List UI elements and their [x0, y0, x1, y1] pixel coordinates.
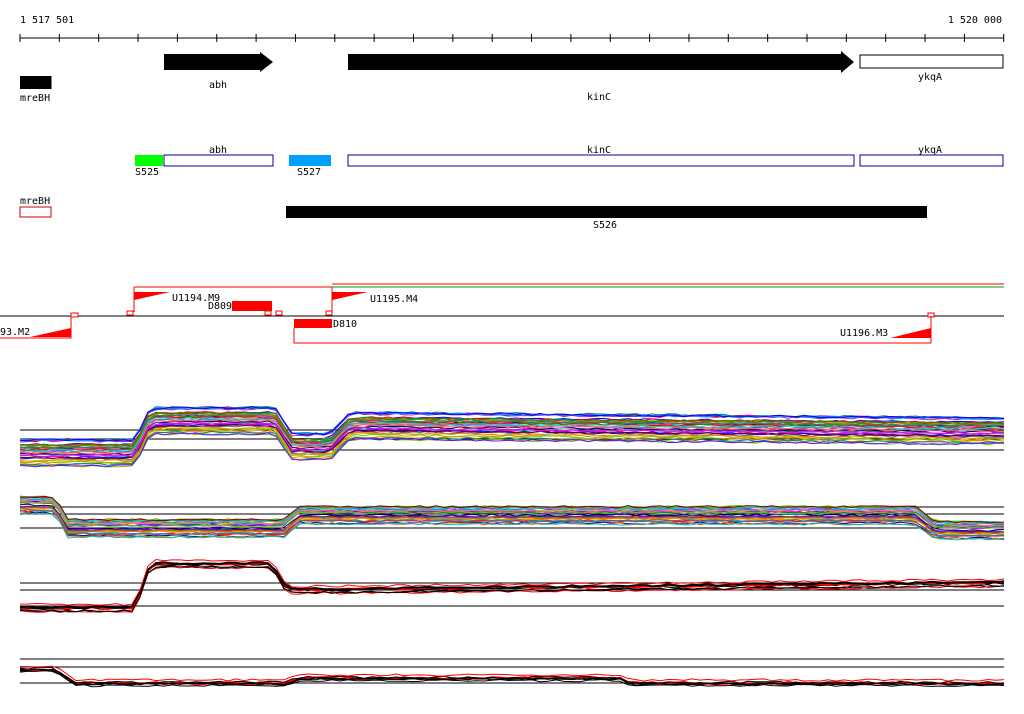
feature-U1196-label: U1196.M3 [840, 328, 888, 339]
profile-curve [19, 495, 1005, 524]
feature-D810-block[interactable] [294, 319, 332, 328]
profile-panel-1 [19, 405, 1005, 468]
ruler-end-label: 1 520 000 [948, 15, 1002, 26]
gene-ykqA-label: ykqA [918, 72, 942, 83]
segment-ykqA-box[interactable] [859, 154, 1004, 167]
profile-curve [19, 416, 1005, 452]
segment-S526-bar[interactable] [286, 206, 927, 218]
profile-curve [19, 506, 1005, 535]
profile-panel-4 [19, 658, 1005, 688]
profile-curve [19, 414, 1005, 449]
ruler-start-label: 1 517 501 [20, 15, 74, 26]
coordinate-ruler: 1 517 501 1 520 000 [19, 15, 1005, 42]
profile-curve [19, 424, 1005, 460]
segment-track: S525 abh S527 kinC ykqA mreBH S526 [19, 145, 1004, 231]
feature-D809-block[interactable] [232, 301, 272, 311]
ruler-ticks [19, 34, 1005, 42]
feature-U1195-label: U1195.M4 [370, 294, 418, 305]
feature-marker-b [126, 310, 134, 316]
panel1-profile-curves [19, 405, 1005, 468]
gene-mreBH-label: mreBH [20, 93, 50, 104]
gene-kinC-label: kinC [587, 92, 611, 103]
segment-mreBH-label: mreBH [20, 196, 50, 207]
segment-S525-block[interactable] [135, 155, 163, 166]
profile-curve [19, 507, 1005, 536]
profile-curve [19, 422, 1004, 458]
segment-S526-label: S526 [593, 220, 617, 231]
gene-kinC-arrow[interactable] [348, 51, 854, 73]
profile-curve [20, 421, 1005, 457]
profile-panel-2 [19, 495, 1005, 541]
profile-curve [19, 558, 1005, 606]
profile-curve [19, 501, 1005, 530]
profile-curve [19, 665, 1005, 682]
profile-panel-3 [19, 558, 1005, 614]
profile-curve [19, 509, 1005, 537]
profile-curve [19, 509, 1005, 538]
segment-abh-box[interactable] [163, 154, 274, 167]
gene-abh-arrow[interactable] [164, 52, 273, 72]
profile-curve [19, 425, 1005, 461]
profile-curve [19, 430, 1005, 466]
segment-ykqA-label: ykqA [918, 145, 942, 156]
segment-S525-label: S525 [135, 167, 159, 178]
profile-curve [19, 432, 1004, 468]
feature-U1196-flag[interactable] [890, 328, 931, 338]
feature-marker-e [325, 310, 333, 316]
feature-U1195-flag[interactable] [332, 292, 368, 300]
profile-curve [19, 496, 1005, 525]
gene-abh-label: abh [209, 80, 227, 91]
gene-ykqA-block[interactable] [859, 54, 1004, 69]
profile-curve [19, 565, 1005, 613]
profile-curve [19, 407, 1005, 443]
profile-curve [19, 415, 1005, 451]
profile-curve [19, 417, 1005, 453]
gene-mreBH-block[interactable] [20, 76, 51, 89]
gene-track: mreBH abh kinC ykqA [20, 51, 1004, 104]
feature-U1194-label: U1194.M9 [172, 293, 220, 304]
feature-U1193-flag[interactable] [30, 328, 71, 337]
feature-marker-c [264, 310, 272, 316]
profile-curve [19, 561, 1005, 610]
segment-mreBH-box[interactable] [19, 206, 52, 218]
profile-curve [19, 406, 1005, 442]
profile-curve [19, 411, 1005, 447]
segment-abh-label: abh [209, 145, 227, 156]
segment-kinC-box[interactable] [347, 154, 855, 167]
feature-U1193-label: 93.M2 [0, 327, 30, 338]
profile-curve [19, 413, 1005, 450]
segment-kinC-label: kinC [587, 145, 611, 156]
profile-curve [19, 666, 1005, 684]
segment-S527-block[interactable] [289, 155, 331, 166]
profile-curve [19, 428, 1005, 464]
profile-curve [19, 406, 1005, 442]
feature-U1194-flag[interactable] [134, 292, 170, 300]
feature-D810-label: D810 [333, 319, 357, 330]
profile-curve [19, 427, 1005, 462]
segment-S527-label: S527 [297, 167, 321, 178]
profile-curve [19, 499, 1005, 528]
feature-track: U1194.M9 U1195.M4 D809 D810 93.M2 U1196.… [0, 283, 1004, 344]
panel2-profile-curves [19, 495, 1005, 541]
feature-marker-d [275, 310, 283, 316]
profile-curve [19, 503, 1005, 532]
feature-U1196-span [293, 316, 932, 344]
feature-D809-label: D809 [208, 301, 232, 312]
profile-curve [19, 668, 1005, 686]
feature-U1193-span [0, 316, 72, 339]
panel3-profile-curves [19, 558, 1005, 614]
profile-curve [19, 512, 1005, 541]
panel4-profile-curves [19, 665, 1005, 688]
profile-curve [19, 511, 1005, 540]
profile-curve [19, 418, 1005, 454]
profile-curve [19, 412, 1005, 448]
profile-curve [19, 670, 1005, 688]
feature-marker-a [70, 312, 79, 318]
